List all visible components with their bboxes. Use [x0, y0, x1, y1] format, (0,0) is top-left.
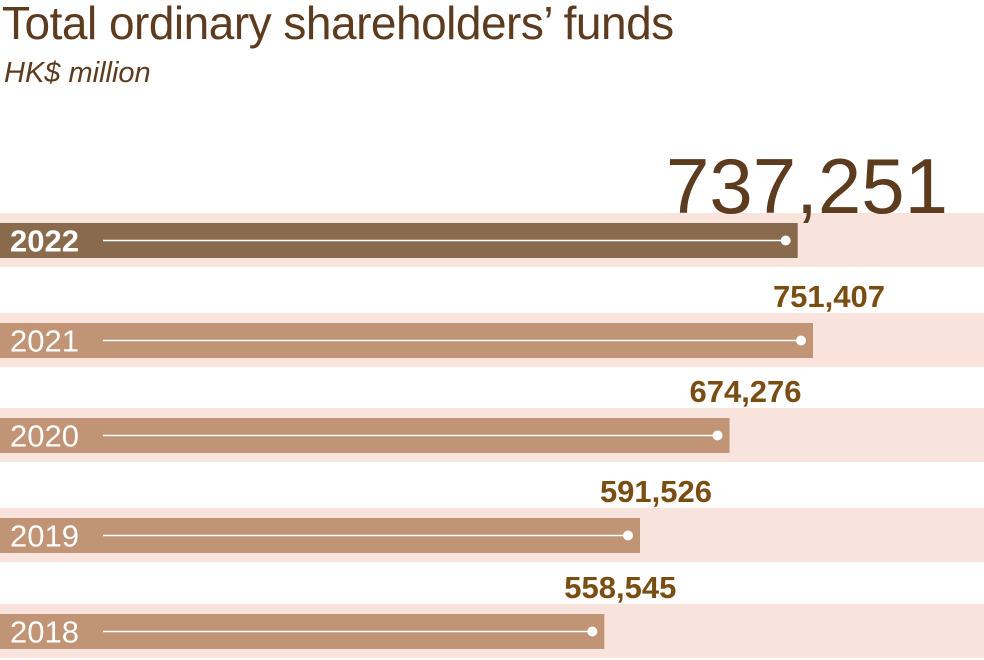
bar-end-marker — [587, 626, 598, 637]
value-label: 558,545 — [564, 570, 676, 605]
bar-end-marker — [796, 335, 806, 346]
value-label: 674,276 — [689, 374, 801, 409]
value-label: 737,251 — [666, 142, 948, 230]
value-label: 751,407 — [773, 279, 885, 314]
bar-end-marker — [712, 430, 723, 441]
category-label: 2018 — [10, 615, 79, 650]
category-label: 2022 — [10, 224, 79, 259]
chart-subtitle: HK$ million — [4, 57, 151, 89]
category-label: 2021 — [10, 324, 79, 359]
category-label: 2020 — [10, 419, 79, 454]
chart-title: Total ordinary shareholders’ funds — [2, 0, 674, 49]
bar-end-marker — [623, 530, 634, 541]
value-label: 591,526 — [600, 474, 712, 509]
category-label: 2019 — [10, 519, 79, 554]
bar-end-marker — [780, 235, 791, 246]
